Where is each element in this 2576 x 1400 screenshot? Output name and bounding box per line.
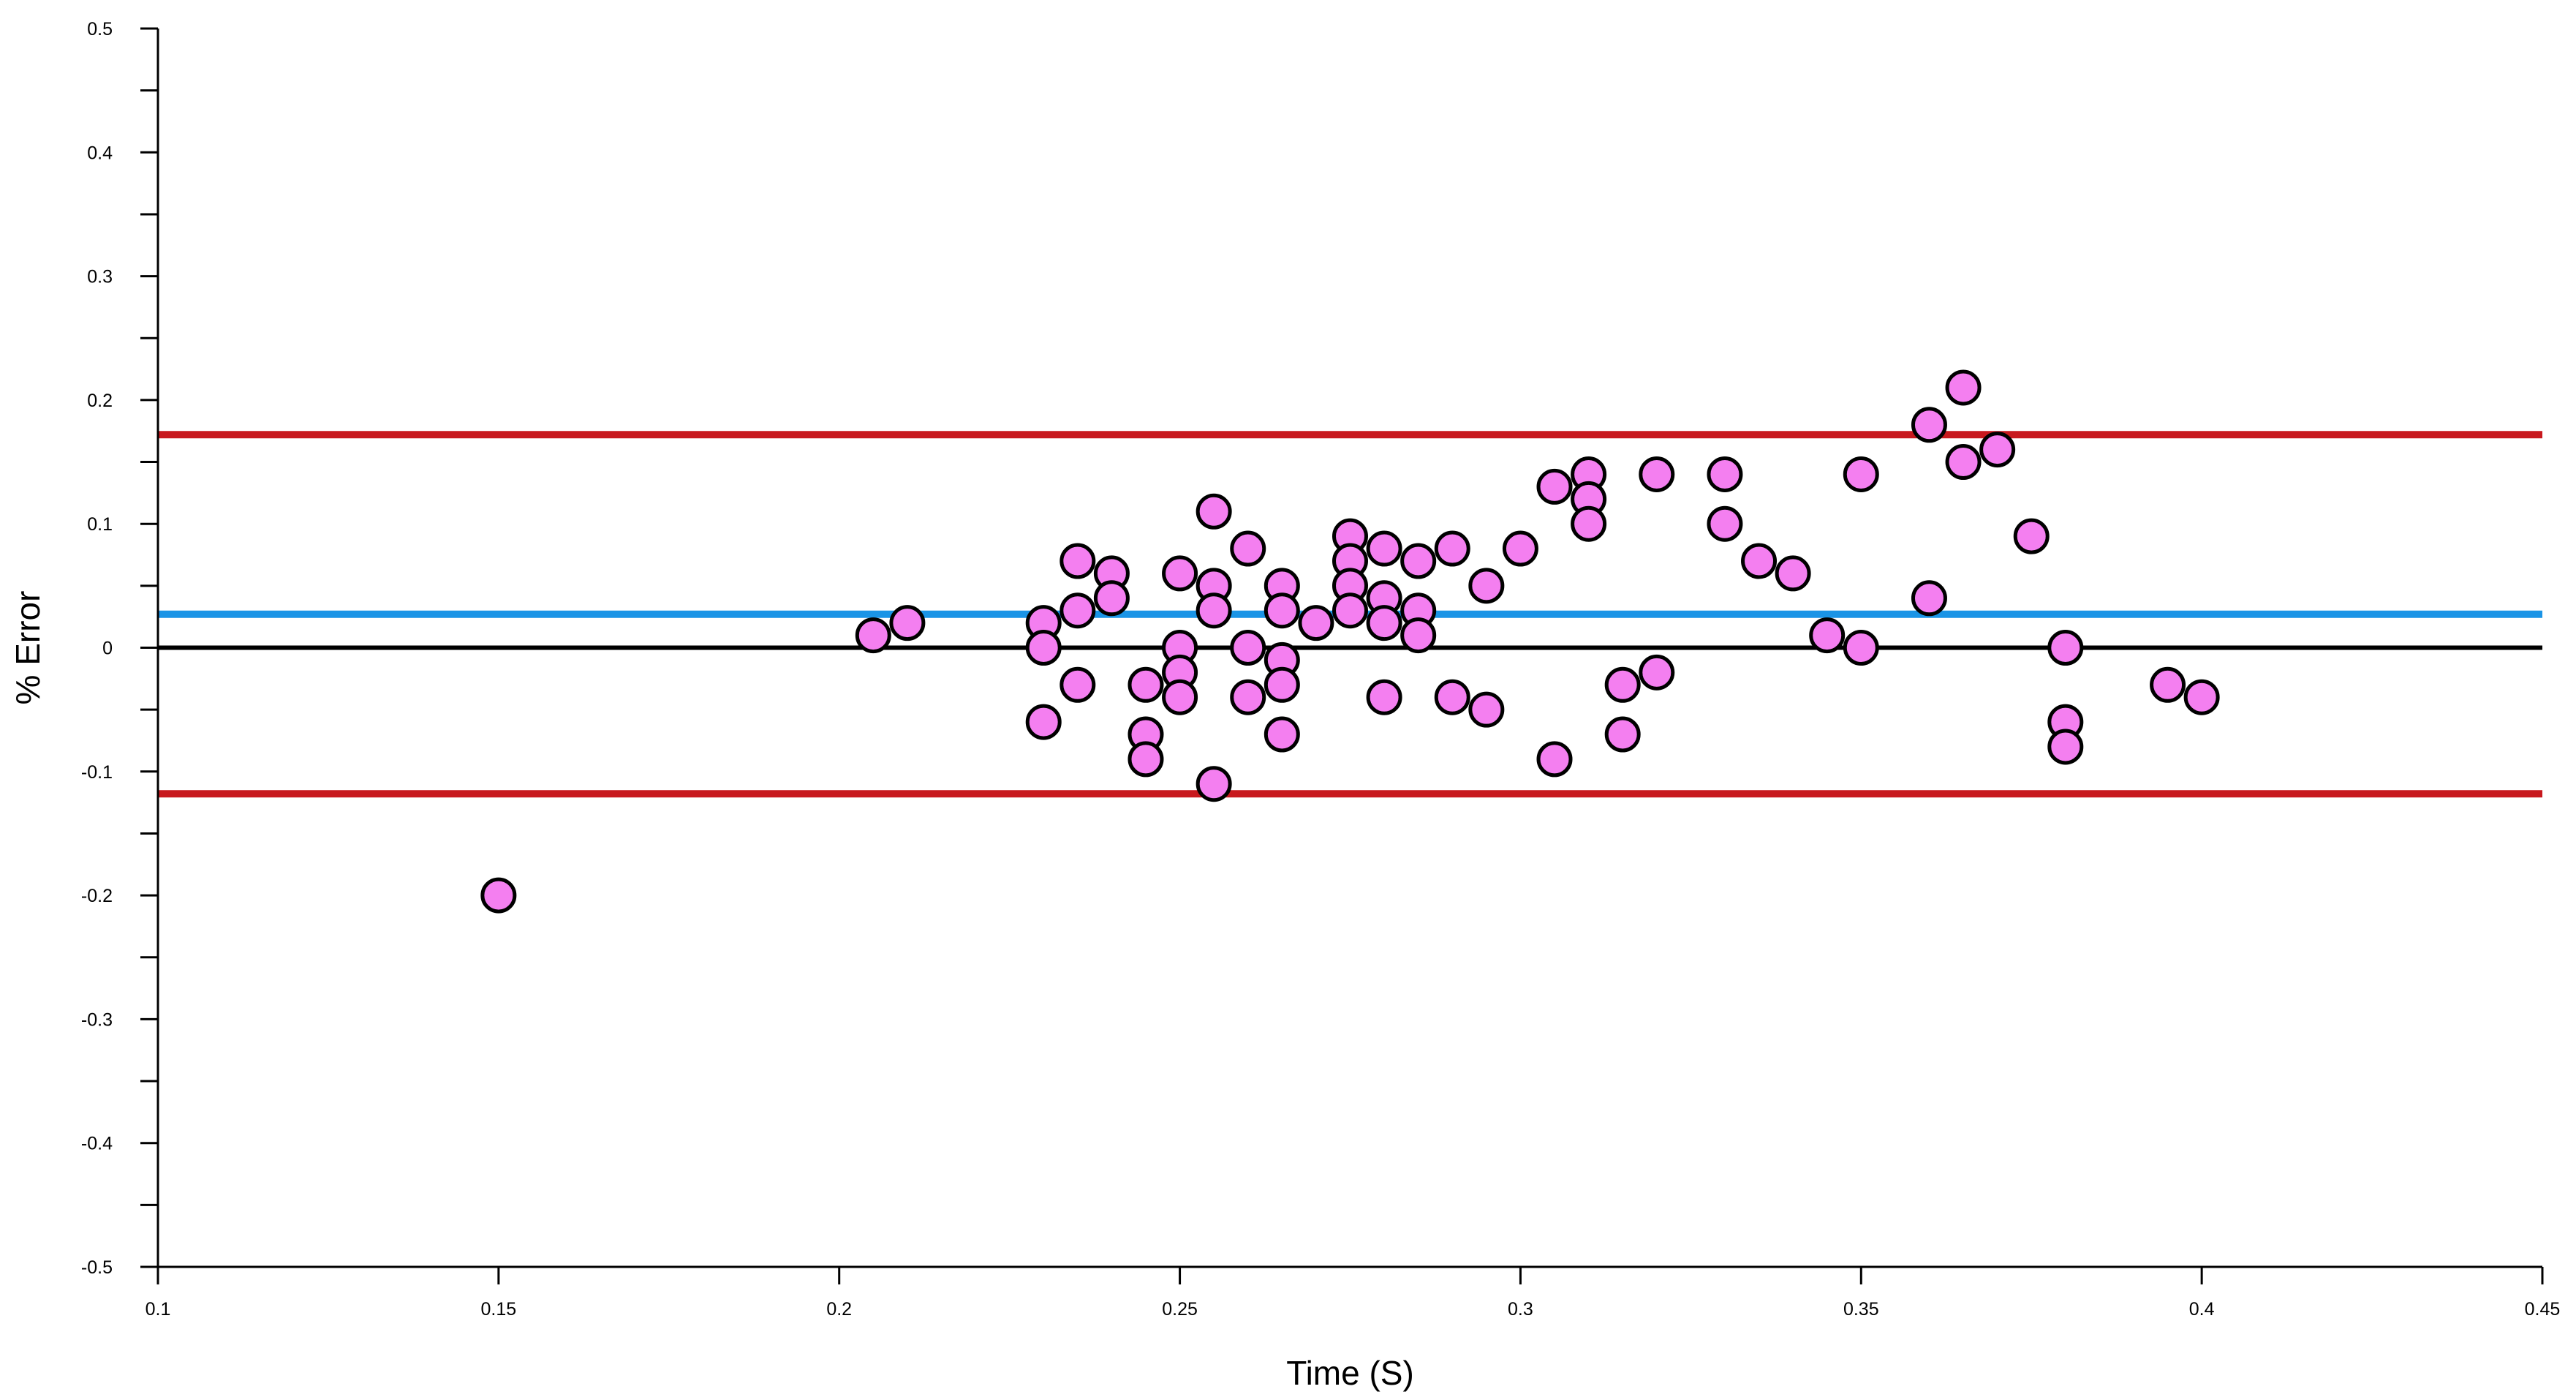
- y-tick-label: 0.1: [87, 514, 113, 535]
- x-tick-label: 0.25: [1162, 1299, 1198, 1320]
- x-tick-label: 0.45: [2525, 1299, 2561, 1320]
- y-tick-label: -0.5: [81, 1257, 113, 1278]
- axes: -0.5 -0.4 -0.3 -0.2 -0.1 0 0.1 0.2 0.3 0.4 0.5 0.1 0…: [81, 19, 2560, 1320]
- x-tick-label: 0.1: [146, 1299, 171, 1320]
- data-point: [1025, 630, 1062, 666]
- y-tick-label: 0.4: [87, 143, 113, 163]
- data-point: [1230, 679, 1266, 715]
- x-tick-label: 0.3: [1508, 1299, 1533, 1320]
- data-points: [480, 369, 2220, 914]
- data-point: [1196, 493, 1232, 530]
- data-point: [1468, 691, 1505, 728]
- data-point: [1400, 617, 1437, 654]
- data-point: [1911, 407, 1947, 443]
- data-point: [1060, 543, 1096, 579]
- y-tick-label: -0.4: [81, 1134, 113, 1154]
- data-point: [1332, 592, 1368, 629]
- data-point: [1434, 530, 1470, 567]
- x-tick-label: 0.2: [826, 1299, 852, 1320]
- data-point: [1366, 679, 1402, 715]
- y-tick-label: -0.1: [81, 762, 113, 783]
- data-point: [1128, 666, 1164, 703]
- data-point: [1025, 704, 1062, 740]
- data-point: [1264, 716, 1300, 753]
- data-point: [1502, 530, 1538, 567]
- data-point: [1843, 456, 1879, 492]
- data-point: [1911, 580, 1947, 617]
- data-point: [1162, 555, 1198, 592]
- data-point: [1707, 505, 1743, 542]
- data-point: [1298, 605, 1334, 641]
- data-point: [1741, 543, 1778, 579]
- x-axis-title: Time (S): [1286, 1354, 1414, 1392]
- data-point: [855, 617, 891, 654]
- data-point: [2047, 729, 2084, 765]
- data-point: [2150, 666, 2186, 703]
- data-point: [1230, 530, 1266, 567]
- data-point: [1400, 543, 1437, 579]
- data-point: [1060, 666, 1096, 703]
- y-tick-label: 0.3: [87, 267, 113, 287]
- data-point: [1264, 666, 1300, 703]
- data-point: [889, 605, 926, 641]
- x-tick-label: 0.4: [2189, 1299, 2215, 1320]
- data-point: [1060, 592, 1096, 629]
- data-point: [1128, 741, 1164, 778]
- data-point: [1945, 369, 1982, 406]
- data-point: [1979, 432, 2016, 468]
- data-point: [1604, 666, 1641, 703]
- data-point: [1230, 630, 1266, 666]
- data-point: [480, 877, 517, 914]
- data-point: [1536, 741, 1573, 778]
- x-tick-label: 0.35: [1843, 1299, 1879, 1320]
- data-point: [1196, 766, 1232, 802]
- data-point: [1571, 505, 1607, 542]
- data-point: [1775, 555, 1811, 592]
- y-axis-title: % Error: [9, 591, 47, 705]
- data-point: [1945, 444, 1982, 481]
- data-point: [1366, 530, 1402, 567]
- data-point: [1434, 679, 1470, 715]
- data-point: [2013, 518, 2050, 554]
- data-point: [1843, 630, 1879, 666]
- y-tick-label: -0.2: [81, 886, 113, 906]
- data-point: [1536, 468, 1573, 505]
- y-tick-label: 0: [102, 639, 113, 659]
- data-point: [1639, 456, 1675, 492]
- reference-lines: [158, 431, 2542, 798]
- data-point: [1196, 592, 1232, 629]
- data-point: [1264, 592, 1300, 629]
- data-point: [1162, 679, 1198, 715]
- data-point: [1366, 605, 1402, 641]
- x-tick-label: 0.15: [481, 1299, 517, 1320]
- data-point: [1809, 617, 1846, 654]
- data-point: [1707, 456, 1743, 492]
- data-point: [1093, 580, 1130, 617]
- y-tick-label: 0.5: [87, 19, 113, 39]
- data-point: [2183, 679, 2220, 715]
- data-point: [1639, 654, 1675, 690]
- y-tick-label: -0.3: [81, 1009, 113, 1030]
- data-point: [2047, 630, 2084, 666]
- data-point: [1468, 568, 1505, 604]
- y-tick-label: 0.2: [87, 391, 113, 411]
- data-point: [1604, 716, 1641, 753]
